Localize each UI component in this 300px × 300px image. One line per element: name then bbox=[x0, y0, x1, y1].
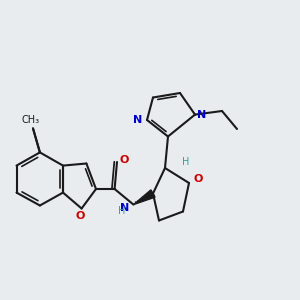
Text: H: H bbox=[118, 206, 125, 216]
Text: CH₃: CH₃ bbox=[22, 115, 40, 125]
Polygon shape bbox=[134, 190, 155, 205]
Text: O: O bbox=[119, 155, 129, 166]
Text: N: N bbox=[120, 202, 129, 213]
Text: O: O bbox=[194, 174, 203, 184]
Text: O: O bbox=[75, 211, 85, 221]
Text: N: N bbox=[133, 115, 142, 125]
Text: N: N bbox=[196, 110, 206, 120]
Text: H: H bbox=[182, 157, 190, 167]
